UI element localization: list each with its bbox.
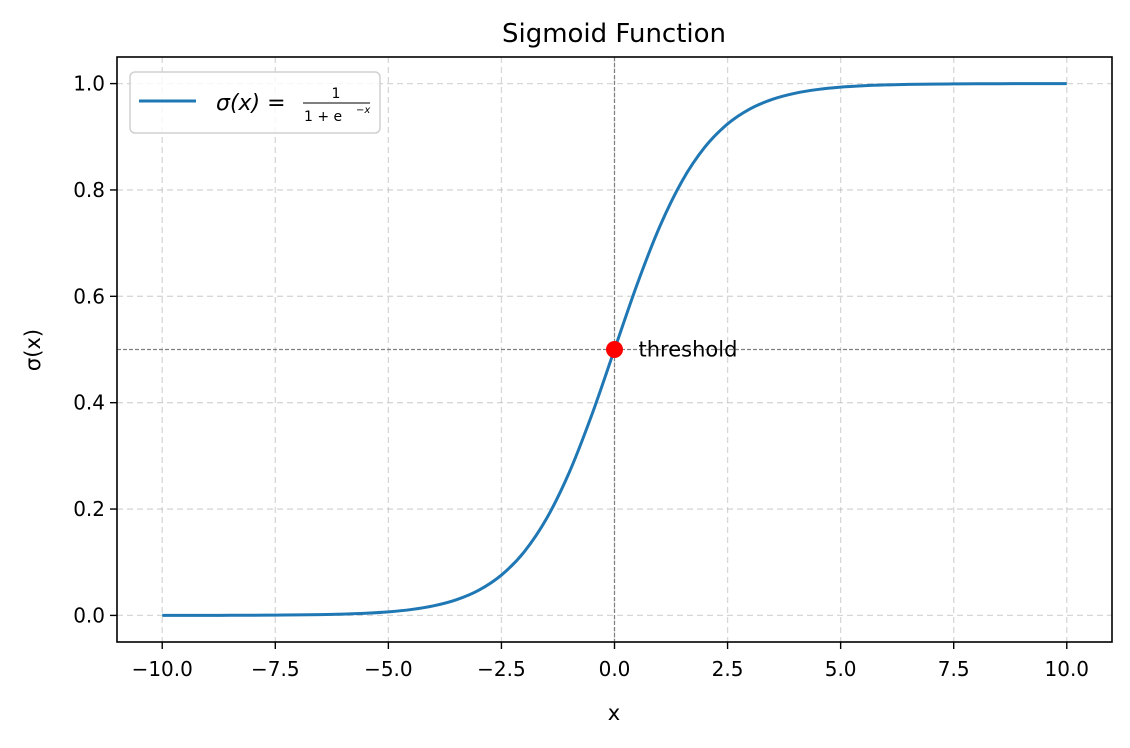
threshold-marker <box>606 341 623 358</box>
legend-box <box>129 71 381 134</box>
x-tick-label: −7.5 <box>251 657 300 681</box>
y-tick-label: 0.2 <box>73 497 105 521</box>
x-tick-label: 5.0 <box>825 657 857 681</box>
x-tick-label: 0.0 <box>599 657 631 681</box>
legend-lhs: σ(x) = <box>216 91 286 116</box>
reference-lines <box>117 57 1112 642</box>
threshold-label: threshold <box>639 338 738 362</box>
y-tick-label: 0.6 <box>73 284 105 308</box>
x-axis-label: x <box>608 701 620 725</box>
y-tick-label: 0.8 <box>73 178 105 202</box>
x-tick-label: 2.5 <box>712 657 744 681</box>
chart-title: Sigmoid Function <box>502 19 726 49</box>
x-tick-label: −5.0 <box>364 657 413 681</box>
x-tick-label: 10.0 <box>1045 657 1090 681</box>
legend-denominator: 1 + e <box>304 109 342 125</box>
legend-numerator: 1 <box>332 86 341 102</box>
x-tick-label: −2.5 <box>477 657 526 681</box>
y-axis-label: σ(x) <box>21 329 45 371</box>
y-tick-label: 0.4 <box>73 391 105 415</box>
y-tick-label: 1.0 <box>73 72 105 96</box>
y-tick-label: 0.0 <box>73 603 105 627</box>
x-tick-label: −10.0 <box>132 657 193 681</box>
ticks: −10.0 −7.5 −5.0 −2.5 0.0 2.5 5.0 7.5 10.0 0.0 0.2 0… <box>73 72 1089 681</box>
legend: σ(x) = 1 1 + e −x <box>129 71 381 134</box>
x-tick-label: 7.5 <box>938 657 970 681</box>
legend-exponent: −x <box>356 105 370 116</box>
